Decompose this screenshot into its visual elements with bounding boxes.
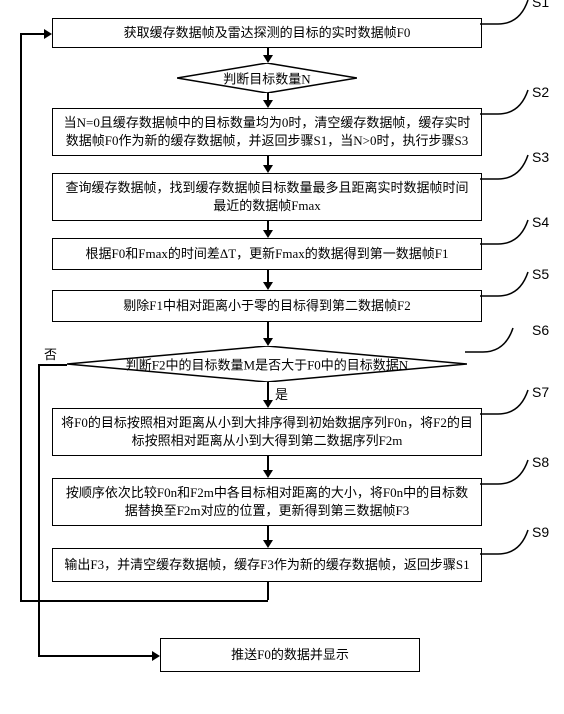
flow-decision-d2: 判断F2中的目标数量M是否大于F0中的目标数据N: [67, 346, 467, 382]
flow-node-end: 推送F0的数据并显示: [160, 638, 420, 672]
flow-node-s8: 按顺序依次比较F0n和F2m中各目标相对距离的大小，将F0n中的目标数据替换至F…: [52, 478, 482, 526]
node-text: 判断目标数量N: [223, 69, 310, 88]
edge-label-no: 否: [44, 344, 57, 363]
step-label: S2: [532, 84, 549, 100]
edge-label-yes: 是: [275, 384, 288, 403]
node-text: 查询缓存数据帧，找到缓存数据帧目标数量最多且距离实时数据帧时间最近的数据帧Fma…: [61, 179, 473, 214]
node-text: 推送F0的数据并显示: [231, 646, 349, 664]
flow-node-s7: 将F0的目标按照相对距离从小到大排序得到初始数据序列F0n，将F2的目标按照相对…: [52, 408, 482, 456]
flow-node-s1: 获取缓存数据帧及雷达探测的目标的实时数据帧F0: [52, 18, 482, 48]
node-text: 剔除F1中相对距离小于零的目标得到第二数据帧F2: [123, 297, 410, 315]
step-label: S9: [532, 524, 549, 540]
flow-decision-d1: 判断目标数量N: [177, 63, 357, 93]
step-label: S3: [532, 149, 549, 165]
flow-node-s5: 剔除F1中相对距离小于零的目标得到第二数据帧F2: [52, 290, 482, 322]
step-label: S4: [532, 214, 549, 230]
node-text: 当N=0且缓存数据帧中的目标数量均为0时，清空缓存数据帧，缓存实时数据帧F0作为…: [61, 114, 473, 149]
flow-node-s4: 根据F0和Fmax的时间差ΔT，更新Fmax的数据得到第一数据帧F1: [52, 238, 482, 270]
node-text: 将F0的目标按照相对距离从小到大排序得到初始数据序列F0n，将F2的目标按照相对…: [61, 414, 473, 449]
flow-node-s9: 输出F3，并清空缓存数据帧，缓存F3作为新的缓存数据帧，返回步骤S1: [52, 548, 482, 582]
flow-node-s2: 当N=0且缓存数据帧中的目标数量均为0时，清空缓存数据帧，缓存实时数据帧F0作为…: [52, 108, 482, 156]
step-label: S1: [532, 0, 549, 10]
step-label: S7: [532, 384, 549, 400]
step-label: S6: [532, 322, 549, 338]
node-text: 按顺序依次比较F0n和F2m中各目标相对距离的大小，将F0n中的目标数据替换至F…: [61, 484, 473, 519]
step-label: S5: [532, 266, 549, 282]
node-text: 输出F3，并清空缓存数据帧，缓存F3作为新的缓存数据帧，返回步骤S1: [64, 556, 469, 574]
node-text: 获取缓存数据帧及雷达探测的目标的实时数据帧F0: [124, 24, 411, 42]
node-text: 判断F2中的目标数量M是否大于F0中的目标数据N: [126, 355, 408, 374]
step-label: S8: [532, 454, 549, 470]
node-text: 根据F0和Fmax的时间差ΔT，更新Fmax的数据得到第一数据帧F1: [86, 245, 449, 263]
flow-node-s3: 查询缓存数据帧，找到缓存数据帧目标数量最多且距离实时数据帧时间最近的数据帧Fma…: [52, 173, 482, 221]
